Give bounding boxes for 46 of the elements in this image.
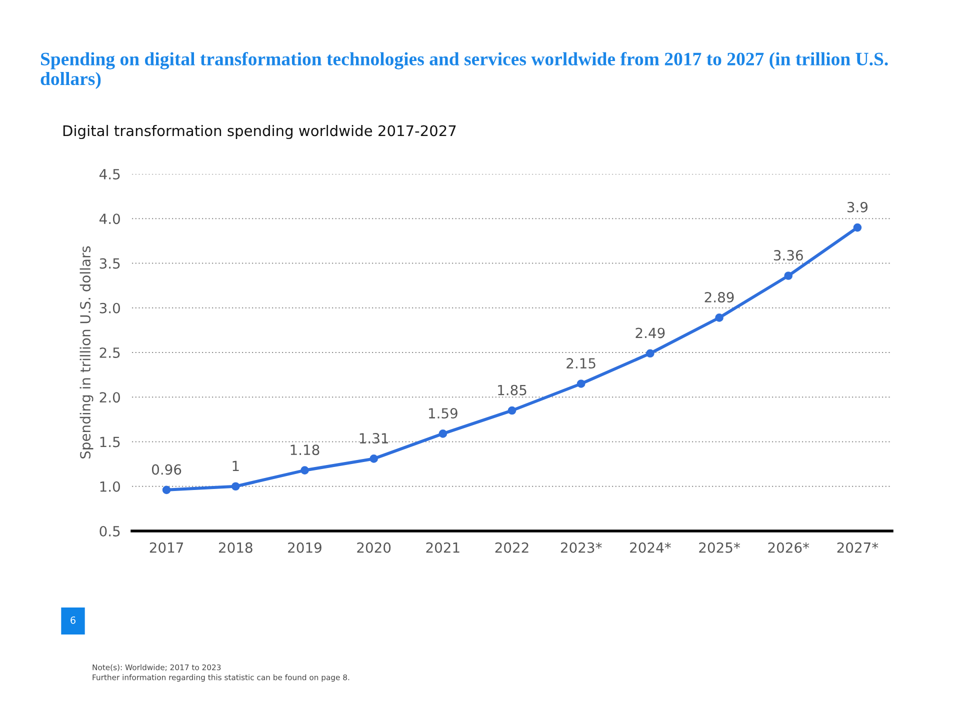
- data-label: 1.59: [428, 408, 458, 419]
- chart-title: Spending on digital transformation technologies and services worldwide from 2017 to 2027 (in trillion U.S. dollars): [40, 52, 888, 89]
- y-tick-label: 1.0: [100, 481, 120, 492]
- data-label: 3.9: [847, 202, 868, 212]
- data-label: 1.85: [498, 384, 526, 396]
- point: [162, 486, 171, 494]
- x-tick-label: 2022: [495, 542, 528, 553]
- point: [300, 466, 309, 474]
- y-tick-label: 1.5: [100, 436, 120, 448]
- chart-subtitle: Digital transformation spending worldwide 2017-2027: [63, 124, 456, 140]
- y-tick-label: 2.0: [100, 392, 120, 403]
- data-label: 1.18: [290, 444, 320, 456]
- y-tick-label: 0.5: [100, 526, 120, 536]
- y-axis-title: Spending in trillion U.S. dollars: [80, 246, 94, 458]
- point: [646, 349, 654, 358]
- text: 6: [70, 616, 76, 624]
- x-tick-label: 2027*: [837, 542, 878, 553]
- x-tick-label: 2017: [150, 542, 184, 553]
- x-tick-label: 2020: [357, 542, 391, 553]
- y-tick-label: 4.0: [99, 214, 120, 224]
- point: [784, 272, 793, 280]
- x-tick-label: 2018: [218, 542, 252, 553]
- data-label: 2.15: [566, 358, 596, 369]
- x-tick-label: 2024*: [630, 542, 671, 553]
- y-tick-label: 2.5: [100, 347, 120, 358]
- data-label: 1: [232, 460, 239, 471]
- y-tick-label: 3.5: [100, 258, 120, 269]
- data-label: 2.49: [636, 328, 665, 338]
- x-tick-label: 2019: [288, 542, 322, 553]
- data-label: 3.36: [774, 250, 803, 261]
- point: [576, 380, 586, 388]
- x-tick-label: 2023*: [560, 542, 602, 553]
- x-tick-label: 2025*: [699, 542, 740, 553]
- x-tick-label: 2021: [426, 542, 460, 553]
- point: [853, 223, 862, 232]
- data-label: 0.96: [152, 464, 182, 475]
- point: [438, 430, 448, 438]
- point: [370, 454, 378, 463]
- y-tick-label: 3.0: [100, 302, 120, 314]
- x-tick-label: 2026*: [768, 542, 810, 553]
- point: [715, 314, 724, 322]
- point: [508, 406, 516, 415]
- data-label: 1.31: [360, 433, 388, 444]
- y-tick-label: 4.5: [99, 169, 120, 180]
- data-label: 2.89: [704, 292, 734, 302]
- point: [231, 482, 240, 491]
